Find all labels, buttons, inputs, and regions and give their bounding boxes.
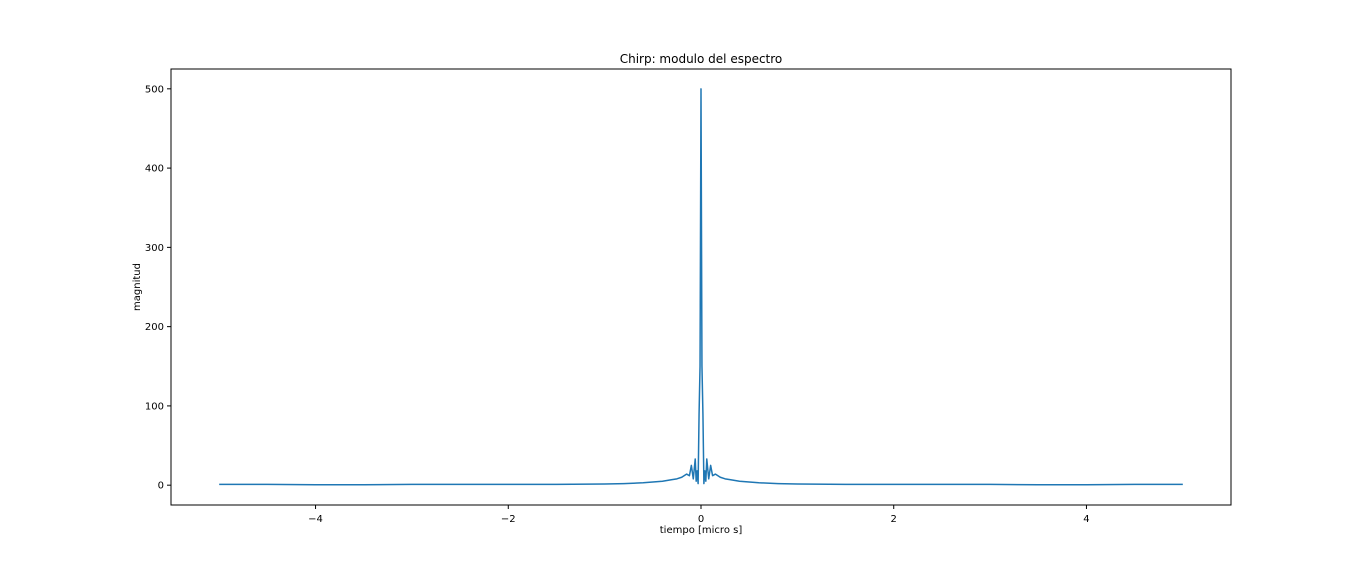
y-tick-label: 500 bbox=[145, 84, 164, 95]
series-line-0 bbox=[219, 88, 1183, 486]
plot-area bbox=[219, 88, 1183, 486]
y-tick-label: 400 bbox=[145, 164, 164, 175]
x-tick-label: −4 bbox=[308, 514, 323, 525]
y-tick-label: 100 bbox=[145, 401, 164, 412]
x-axis-label: tiempo [micro s] bbox=[660, 525, 743, 536]
chart-title: Chirp: modulo del espectro bbox=[620, 52, 783, 66]
y-tick-label: 300 bbox=[145, 243, 164, 254]
y-tick-label: 200 bbox=[145, 322, 164, 333]
y-axis-label: magnitud bbox=[132, 263, 143, 311]
x-tick-label: 4 bbox=[1083, 514, 1089, 525]
y-tick-label: 0 bbox=[158, 481, 164, 492]
x-axis-ticks: −4 −2 0 2 4 bbox=[308, 505, 1090, 525]
x-tick-label: −2 bbox=[501, 514, 516, 525]
x-tick-label: 2 bbox=[891, 514, 897, 525]
y-axis-ticks: 0 100 200 300 400 500 bbox=[145, 84, 171, 492]
x-tick-label: 0 bbox=[698, 514, 704, 525]
